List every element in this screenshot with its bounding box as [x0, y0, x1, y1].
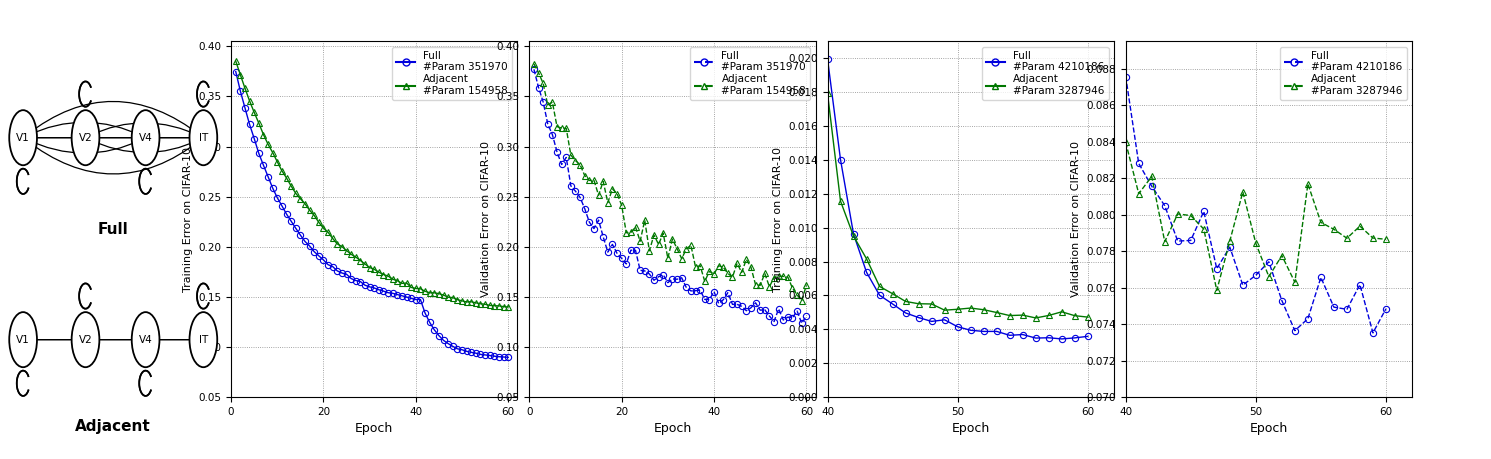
Text: V2: V2 — [79, 335, 92, 345]
Circle shape — [9, 312, 37, 367]
Circle shape — [9, 110, 37, 165]
Legend: Full
#Param 4210186, Adjacent
#Param 3287946: Full #Param 4210186, Adjacent #Param 328… — [1279, 46, 1408, 100]
Legend: Full
#Param 351970, Adjacent
#Param 154958: Full #Param 351970, Adjacent #Param 1549… — [690, 46, 811, 100]
Y-axis label: Validation Error on CIFAR-10: Validation Error on CIFAR-10 — [1071, 141, 1081, 297]
Circle shape — [189, 110, 218, 165]
Circle shape — [131, 312, 160, 367]
X-axis label: Epoch: Epoch — [1249, 422, 1288, 435]
Text: Adjacent: Adjacent — [76, 420, 151, 434]
Legend: Full
#Param 4210186, Adjacent
#Param 3287946: Full #Param 4210186, Adjacent #Param 328… — [981, 46, 1109, 100]
Text: Full: Full — [98, 222, 128, 237]
Text: V4: V4 — [139, 133, 152, 143]
Y-axis label: Validation Error on CIFAR-10: Validation Error on CIFAR-10 — [482, 141, 491, 297]
Text: IT: IT — [198, 133, 209, 143]
Text: V4: V4 — [139, 335, 152, 345]
Text: IT: IT — [198, 335, 209, 345]
Legend: Full
#Param 351970, Adjacent
#Param 154958: Full #Param 351970, Adjacent #Param 1549… — [392, 46, 513, 100]
X-axis label: Epoch: Epoch — [653, 422, 692, 435]
Text: V1: V1 — [16, 335, 30, 345]
Circle shape — [189, 312, 218, 367]
Y-axis label: Training Error on CIFAR-10: Training Error on CIFAR-10 — [183, 147, 192, 291]
Y-axis label: Training Error on CIFAR-10: Training Error on CIFAR-10 — [772, 147, 783, 291]
Text: V1: V1 — [16, 133, 30, 143]
Circle shape — [72, 312, 100, 367]
Circle shape — [72, 110, 100, 165]
Circle shape — [131, 110, 160, 165]
X-axis label: Epoch: Epoch — [951, 422, 990, 435]
Text: V2: V2 — [79, 133, 92, 143]
X-axis label: Epoch: Epoch — [355, 422, 394, 435]
